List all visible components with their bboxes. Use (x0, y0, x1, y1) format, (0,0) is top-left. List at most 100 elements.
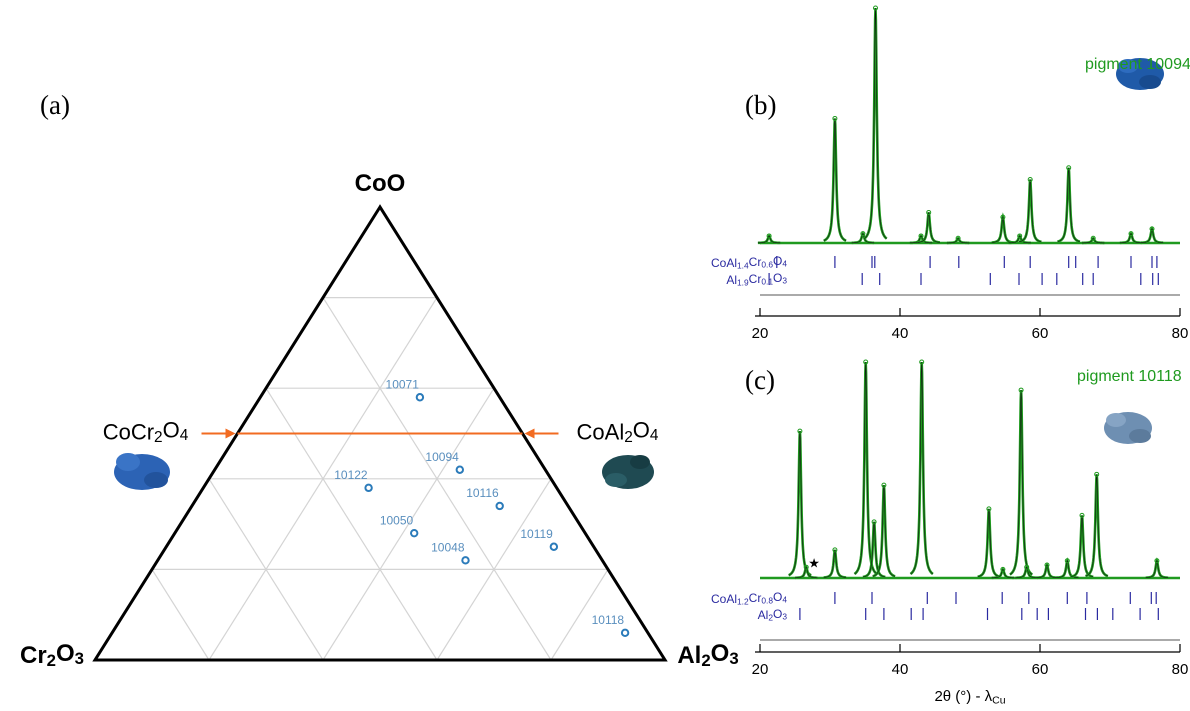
data-point (620, 628, 630, 638)
calculated-peak (1008, 235, 1031, 244)
calculated-peak (917, 212, 940, 243)
peak-point (955, 235, 961, 241)
calculated-peak (1119, 233, 1143, 244)
annotation: CoAl2O4 (577, 417, 659, 446)
peak-point (832, 547, 838, 553)
peak-point (871, 519, 877, 525)
peak-point (797, 428, 803, 434)
data-point (461, 556, 470, 565)
pattern-title: pigment 10118 (1077, 368, 1182, 385)
x-tick-label: 40 (892, 325, 909, 342)
peak-point (1079, 512, 1085, 518)
calculated-peak (1070, 515, 1094, 578)
pigment-blue (114, 453, 170, 490)
peak-point (926, 209, 932, 215)
peak-point (1066, 165, 1072, 171)
panel-label: (a) (40, 90, 70, 120)
peak-point (1064, 558, 1070, 564)
calculated-peak (1145, 559, 1169, 578)
x-tick-label: 20 (752, 661, 769, 678)
peak-point (1017, 233, 1023, 239)
peak-point (1024, 564, 1030, 570)
grid-line (208, 478, 324, 661)
x-tick-label: 80 (1172, 325, 1189, 342)
peak-point (1027, 177, 1033, 183)
peak-point (1018, 387, 1024, 393)
calculated-peak (1056, 559, 1079, 578)
pigment-teal (602, 455, 654, 489)
peak-point (1154, 558, 1160, 564)
calculated-peak (862, 521, 886, 578)
x-tick-label: 60 (1032, 661, 1049, 678)
peak-point (863, 359, 869, 365)
calculated-peak (864, 7, 887, 239)
panel-label: (c) (745, 365, 775, 395)
calculated-peak (794, 566, 818, 579)
calculated-peak (1057, 167, 1080, 242)
data-point (415, 393, 425, 402)
calculated-peak (1035, 564, 1059, 579)
calculated-peak (823, 549, 847, 578)
peak-point (1044, 562, 1050, 568)
peak-marker: ★ (808, 555, 820, 570)
peak-point (1149, 226, 1155, 232)
peak-point (803, 564, 809, 570)
grid-line (550, 569, 609, 661)
calculated-peak (757, 235, 781, 244)
data-point (549, 542, 559, 551)
calculated-peak (1082, 237, 1105, 244)
calculated-peak (1015, 566, 1038, 579)
data-point (455, 465, 464, 474)
phase-label: Al2O3 (758, 607, 788, 623)
vertex-label: Cr2O3 (20, 640, 84, 670)
grid-line (151, 569, 210, 661)
calculated-peak (977, 508, 1001, 578)
pattern-title: pigment 10094 (1085, 56, 1190, 73)
peak-point (1000, 566, 1006, 572)
peak-point (1090, 235, 1096, 241)
peak-point (873, 5, 878, 11)
calculated-peak (1018, 179, 1042, 243)
grid-line (436, 478, 552, 661)
point-label: 10048 (431, 541, 465, 555)
x-axis-label-text: 2θ (°) - λ (934, 688, 992, 705)
arrow-head (225, 428, 236, 439)
peak-point (986, 506, 992, 512)
data-point (410, 528, 419, 538)
phase-label: CoAl1.2Cr0.8O4 (711, 590, 787, 607)
peak-point (860, 231, 866, 237)
peak-point (766, 233, 772, 239)
panel-label: (b) (745, 90, 776, 120)
peak-point (881, 482, 887, 488)
point-label: 10050 (380, 513, 414, 527)
x-tick-label: 80 (1172, 661, 1189, 678)
pigment-10094 (1116, 58, 1164, 90)
calculated-peak (851, 233, 875, 244)
calculated-peak (946, 237, 970, 244)
data-point (364, 483, 373, 493)
point-label: 10118 (592, 613, 625, 627)
calculated-peak (1085, 474, 1109, 577)
x-tick-label: 20 (752, 325, 769, 342)
peak-point (918, 233, 924, 239)
calculated-peak (910, 361, 934, 575)
phase-label: CoAl1.4Cr0.6O4 (711, 254, 787, 271)
x-tick-label: 60 (1032, 325, 1049, 342)
x-axis-label-sub: Cu (992, 694, 1006, 706)
annotation: CoCr2O4 (103, 417, 189, 446)
calculated-peak (823, 118, 847, 241)
x-tick-label: 40 (892, 661, 909, 678)
peak-point (1094, 471, 1100, 477)
point-label: 10119 (520, 527, 553, 541)
calculated-peak (872, 485, 896, 577)
calculated-peak (991, 568, 1015, 579)
vertex-label: CoO (355, 170, 406, 197)
phase-label: Al1.9Cr0.1O3 (726, 271, 787, 288)
arrow-head (524, 428, 535, 439)
point-label: 10071 (386, 377, 420, 391)
calculated-peak (854, 361, 878, 575)
calculated-peak (909, 235, 933, 244)
pigment-10118 (1104, 412, 1152, 444)
